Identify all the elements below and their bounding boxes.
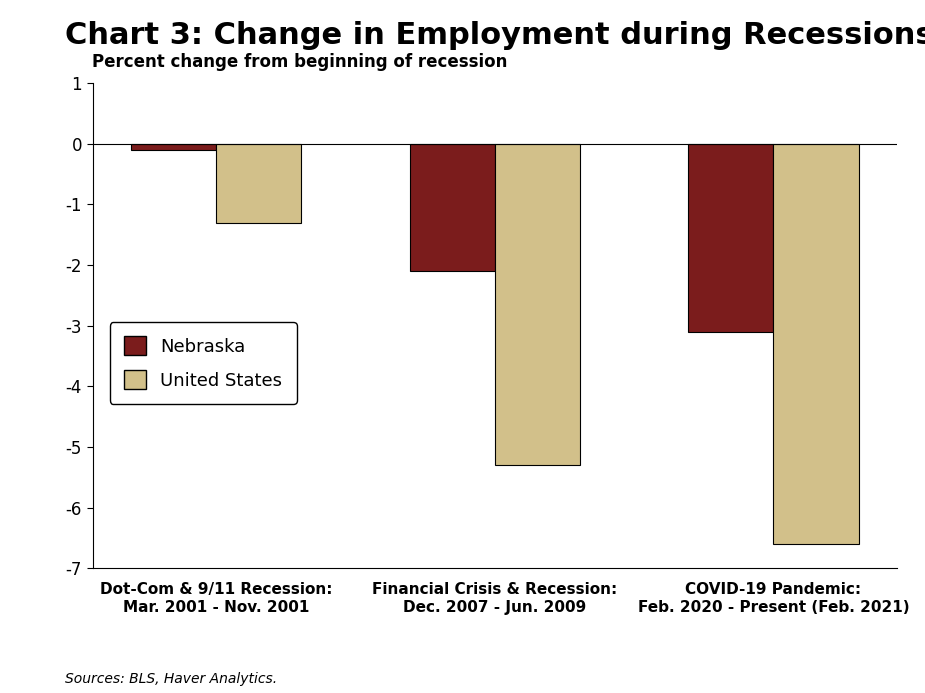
Bar: [688, 143, 773, 332]
Legend: Nebraska, United States: Nebraska, United States: [109, 322, 297, 404]
Bar: [216, 143, 302, 222]
Text: Percent change from beginning of recession: Percent change from beginning of recessi…: [92, 53, 508, 71]
Bar: [410, 143, 495, 271]
Text: Sources: BLS, Haver Analytics.: Sources: BLS, Haver Analytics.: [65, 672, 277, 686]
Bar: [495, 143, 580, 465]
Text: Chart 3: Change in Employment during Recessions: Chart 3: Change in Employment during Rec…: [65, 21, 925, 50]
Bar: [773, 143, 858, 544]
Bar: [131, 143, 216, 150]
